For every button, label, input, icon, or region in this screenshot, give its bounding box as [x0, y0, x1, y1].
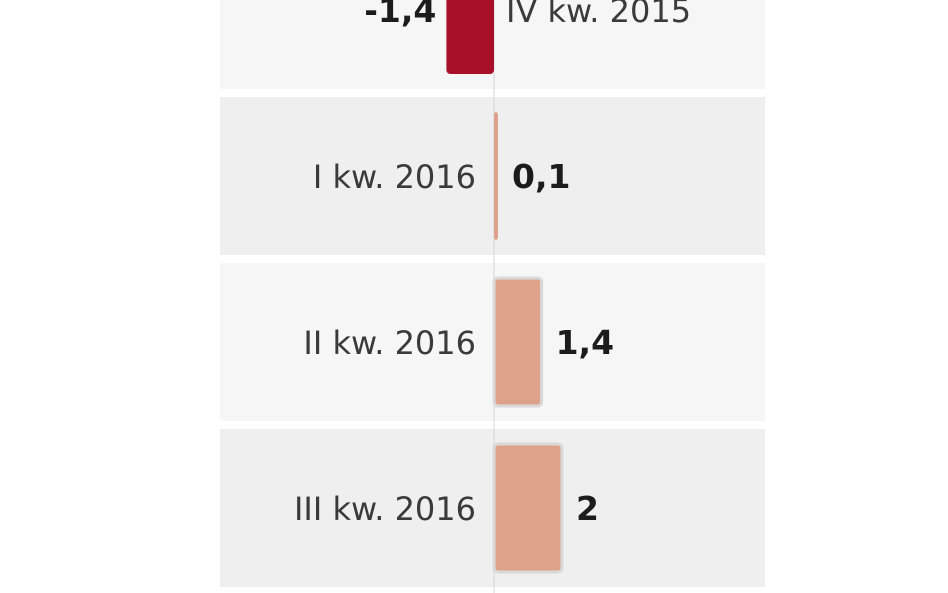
- bar-2: [494, 112, 498, 240]
- bars-group: [446, 0, 564, 574]
- category-label: II kw. 2016: [303, 324, 476, 362]
- bar-4: [492, 442, 564, 574]
- bar-3: [492, 276, 544, 408]
- value-label: -1,4: [364, 0, 436, 30]
- bar-1: [446, 0, 494, 74]
- category-label: III kw. 2016: [294, 490, 476, 528]
- category-label: IV kw. 2015: [506, 0, 691, 30]
- category-label: I kw. 2016: [313, 158, 476, 196]
- labels-group: IV kw. 2015 -1,4 I kw. 2016 0,1 II kw. 2016 1…: [294, 0, 691, 528]
- row-band: [220, 97, 765, 255]
- value-label: 2: [576, 489, 599, 528]
- value-label: 0,1: [512, 157, 570, 196]
- value-label: 1,4: [556, 323, 614, 362]
